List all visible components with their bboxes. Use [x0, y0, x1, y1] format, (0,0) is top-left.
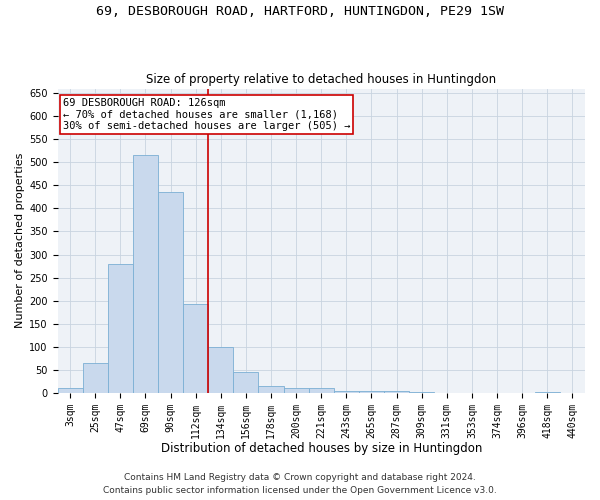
Text: Contains HM Land Registry data © Crown copyright and database right 2024.
Contai: Contains HM Land Registry data © Crown c…: [103, 474, 497, 495]
Bar: [133, 156, 158, 393]
Bar: [233, 372, 259, 393]
Bar: [183, 304, 208, 393]
Bar: [384, 390, 409, 393]
Y-axis label: Number of detached properties: Number of detached properties: [15, 153, 25, 328]
Text: 69, DESBOROUGH ROAD, HARTFORD, HUNTINGDON, PE29 1SW: 69, DESBOROUGH ROAD, HARTFORD, HUNTINGDO…: [96, 5, 504, 18]
Title: Size of property relative to detached houses in Huntingdon: Size of property relative to detached ho…: [146, 73, 496, 86]
X-axis label: Distribution of detached houses by size in Huntingdon: Distribution of detached houses by size …: [161, 442, 482, 455]
Bar: [208, 347, 233, 393]
Bar: [359, 390, 384, 393]
Bar: [83, 363, 108, 393]
Bar: [158, 192, 183, 393]
Bar: [308, 388, 334, 393]
Bar: [108, 264, 133, 393]
Bar: [284, 388, 308, 393]
Bar: [409, 392, 434, 393]
Bar: [334, 391, 359, 393]
Bar: [535, 392, 560, 393]
Bar: [259, 386, 284, 393]
Bar: [58, 388, 83, 393]
Text: 69 DESBOROUGH ROAD: 126sqm
← 70% of detached houses are smaller (1,168)
30% of s: 69 DESBOROUGH ROAD: 126sqm ← 70% of deta…: [63, 98, 350, 131]
